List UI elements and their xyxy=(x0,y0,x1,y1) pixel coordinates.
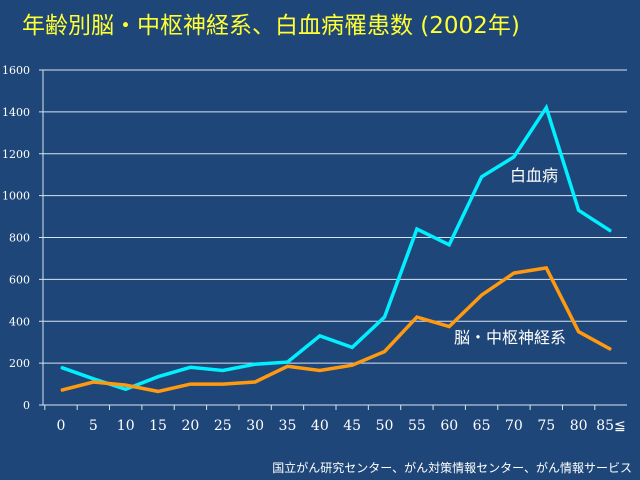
x-tick-label: 35 xyxy=(279,418,297,434)
x-tick-label: 75 xyxy=(537,418,555,434)
data-point xyxy=(60,389,62,391)
data-point xyxy=(286,361,288,363)
x-tick-label: 30 xyxy=(246,418,264,434)
x-tick-label: 25 xyxy=(214,418,232,434)
x-tick-label: 65 xyxy=(473,418,491,434)
y-tick-label: 400 xyxy=(9,315,30,328)
data-point xyxy=(578,331,580,333)
data-point xyxy=(384,351,386,353)
data-point xyxy=(319,369,321,371)
data-point xyxy=(351,364,353,366)
gridlines xyxy=(43,69,627,364)
data-point xyxy=(92,378,94,380)
y-tick-label: 600 xyxy=(9,273,30,286)
series-line-0 xyxy=(60,103,612,392)
data-point xyxy=(254,381,256,383)
data-point xyxy=(222,383,224,385)
series-lines xyxy=(60,103,612,394)
x-tick-label: 45 xyxy=(343,418,361,434)
x-tick-label: 40 xyxy=(311,418,329,434)
x-tick-label: 20 xyxy=(181,418,199,434)
y-tick-label: 0 xyxy=(23,399,30,412)
y-tick-label: 1400 xyxy=(2,106,30,119)
data-point xyxy=(481,176,483,178)
x-tick-label: 0 xyxy=(57,418,66,434)
data-point xyxy=(189,383,191,385)
data-point xyxy=(254,363,256,365)
data-point xyxy=(92,381,94,383)
data-point xyxy=(545,267,547,269)
data-point xyxy=(578,209,580,211)
data-point xyxy=(448,244,450,246)
x-tick-label: 60 xyxy=(440,418,458,434)
data-point xyxy=(513,156,515,158)
data-point xyxy=(545,107,547,109)
data-point xyxy=(610,349,612,351)
data-point xyxy=(319,335,321,337)
series-label-0: 白血病 xyxy=(510,166,558,185)
axes xyxy=(39,69,627,410)
x-tick-label: 50 xyxy=(376,418,394,434)
source-note: 国立がん研究センター、がん対策情報センター、がん情報サービス xyxy=(272,461,632,475)
data-point xyxy=(610,230,612,232)
y-tick-label: 1600 xyxy=(2,64,30,77)
x-tick-label: 10 xyxy=(117,418,135,434)
x-tick-label: 55 xyxy=(408,418,426,434)
y-tick-label: 200 xyxy=(9,357,30,370)
x-tick-label: 85≦ xyxy=(596,418,626,434)
y-tick-label: 1000 xyxy=(2,190,30,203)
data-point xyxy=(157,376,159,378)
x-tick-label: 80 xyxy=(570,418,588,434)
data-point xyxy=(481,294,483,296)
chart-title: 年齢別脳・中枢神経系、白血病罹患数 (2002年) xyxy=(22,13,520,39)
data-point xyxy=(286,365,288,367)
data-point xyxy=(351,346,353,348)
data-point xyxy=(125,388,127,390)
x-tick-labels: 0 5 10 15 20 25 30 35 40 45 50 55 60 65 70 75 80 85≦ xyxy=(57,418,626,434)
x-tick-label: 70 xyxy=(505,418,523,434)
data-point xyxy=(384,316,386,318)
data-point xyxy=(125,384,127,386)
y-tick-label: 800 xyxy=(9,232,30,245)
data-point xyxy=(416,316,418,318)
data-point xyxy=(513,272,515,274)
data-point xyxy=(60,366,62,368)
data-point xyxy=(189,366,191,368)
data-point xyxy=(222,369,224,371)
data-point xyxy=(157,390,159,392)
x-tick-label: 15 xyxy=(149,418,167,434)
x-tick-label: 5 xyxy=(89,418,98,434)
data-point xyxy=(448,325,450,327)
y-tick-label: 1200 xyxy=(2,148,30,161)
y-tick-labels: 0 200 400 600 800 1000 1200 1400 1600 xyxy=(2,64,30,412)
series-label-1: 脳・中枢神経系 xyxy=(454,328,566,347)
series-line-1 xyxy=(60,265,612,394)
data-point xyxy=(416,228,418,230)
